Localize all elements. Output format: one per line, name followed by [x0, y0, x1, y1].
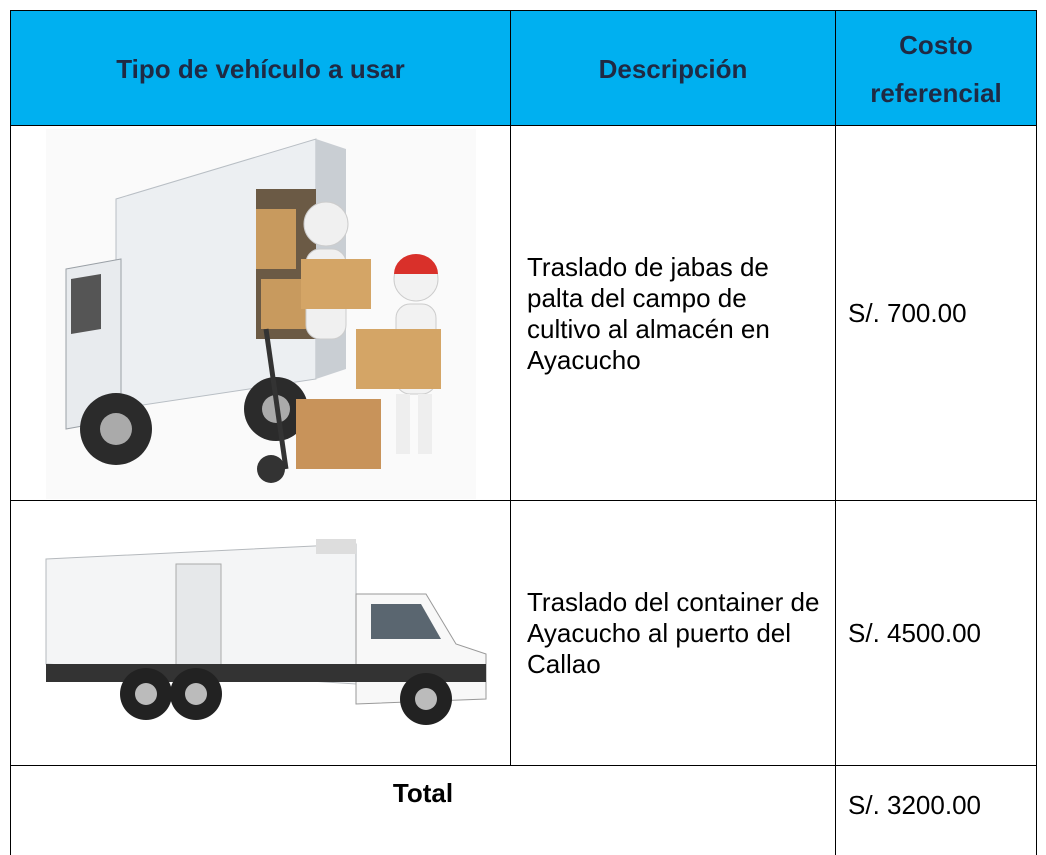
description-cell: Traslado de jabas de palta del campo de … [510, 125, 835, 501]
total-value: S/. 3200.00 [848, 790, 981, 820]
header-text: Descripción [598, 53, 748, 84]
total-label: Total [392, 778, 454, 808]
header-text: Tipo de vehículo a usar [116, 53, 405, 84]
cost-cell: S/. 700.00 [835, 125, 1037, 501]
header-text: Costo referencial [870, 29, 1002, 108]
cost-cell: S/. 4500.00 [835, 500, 1037, 766]
header-cell: Tipo de vehículo a usar [10, 10, 510, 126]
cost-text: S/. 4500.00 [848, 618, 981, 648]
description-cell: Traslado del container de Ayacucho al pu… [510, 500, 835, 766]
description-text: Traslado de jabas de palta del campo de … [527, 251, 770, 375]
cost-text: S/. 700.00 [848, 298, 967, 328]
total-label-cell: Total [10, 765, 835, 855]
image-cell [10, 125, 510, 501]
header-cell: Costo referencial [835, 10, 1037, 126]
refrigerated-truck-image [45, 538, 486, 725]
total-value-cell: S/. 3200.00 [835, 765, 1037, 855]
delivery-truck-image [45, 128, 476, 499]
image-cell [10, 500, 510, 766]
description-text: Traslado del container de Ayacucho al pu… [527, 587, 820, 679]
header-cell: Descripción [510, 10, 835, 126]
